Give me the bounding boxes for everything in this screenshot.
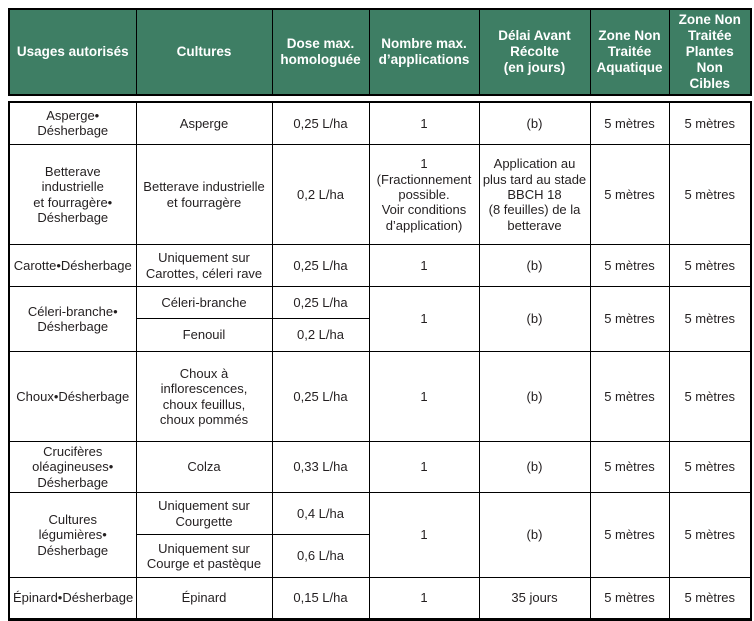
cell-usage: Crucifères oléagineuses• Désherbage — [8, 441, 137, 494]
header-znt-plantes-non-cibles: Zone Non Traitée Plantes Non Cibles — [668, 8, 752, 96]
cell-dose: 0,2 L/ha — [271, 318, 370, 353]
cell-dar: (b) — [478, 492, 591, 579]
header-znt-aquatique: Zone Non Traitée Aquatique — [589, 8, 670, 96]
cell-usage: Céleri-branche• Désherbage — [8, 286, 137, 353]
cell-znt-plantes: 5 mètres — [668, 286, 752, 353]
table-row-choux: Choux•Désherbage Choux à inflorescences,… — [8, 351, 752, 443]
table-row-asperge: Asperge• Désherbage Asperge 0,25 L/ha 1 … — [8, 101, 752, 146]
cell-culture: Uniquement sur Courgette — [135, 492, 273, 536]
table-row-fenouil: Fenouil 0,2 L/ha — [9, 318, 751, 353]
cell-apps: 1 — [368, 244, 480, 288]
cell-culture: Asperge — [135, 101, 273, 146]
cell-usage: Betterave industrielle et fourragère• Dé… — [8, 144, 137, 246]
cell-dar: (b) — [478, 244, 591, 288]
table-row-betterave: Betterave industrielle et fourragère• Dé… — [8, 144, 752, 246]
cell-culture: Betterave industrielle et fourragère — [135, 144, 273, 246]
cell-znt-plantes: 5 mètres — [668, 144, 752, 246]
cell-dose: 0,25 L/ha — [271, 244, 370, 288]
table-row-cultures-legumieres: Cultures légumières• Désherbage Uniqueme… — [8, 492, 752, 579]
cell-usage: Cultures légumières• Désherbage — [8, 492, 137, 579]
cell-culture: Céleri-branche — [135, 286, 273, 320]
cell-apps: 1 — [368, 492, 480, 579]
cell-dar: (b) — [478, 351, 591, 443]
cell-znt-plantes: 5 mètres — [668, 101, 752, 146]
cell-apps: 1 — [368, 441, 480, 494]
usage-table-header: Usages autorisés Cultures Dose max. homo… — [8, 8, 752, 96]
table-row-cruciferes: Crucifères oléagineuses• Désherbage Colz… — [8, 441, 752, 494]
cell-znt-aquatique: 5 mètres — [589, 351, 670, 443]
cell-apps: 1 — [368, 577, 480, 621]
cell-dose: 0,33 L/ha — [271, 441, 370, 494]
cell-culture: Fenouil — [135, 318, 273, 353]
header-usages-autorises: Usages autorisés — [8, 8, 137, 96]
cell-usage: Carotte•Désherbage — [8, 244, 137, 288]
cell-dar: (b) — [478, 101, 591, 146]
header-row: Usages autorisés Cultures Dose max. homo… — [8, 8, 752, 96]
cell-usage: Choux•Désherbage — [8, 351, 137, 443]
cell-dar: 35 jours — [478, 577, 591, 621]
header-dose-max: Dose max. homologuée — [271, 8, 370, 96]
cell-dose: 0,25 L/ha — [271, 101, 370, 146]
table-row-epinard: Épinard•Désherbage Épinard 0,15 L/ha 1 3… — [8, 577, 752, 621]
cell-usage: Asperge• Désherbage — [8, 101, 137, 146]
cell-znt-aquatique: 5 mètres — [589, 244, 670, 288]
table-row-courge-pasteque: Uniquement sur Courge et pastèque 0,6 L/… — [9, 534, 751, 579]
cell-znt-aquatique: 5 mètres — [589, 144, 670, 246]
header-cultures: Cultures — [135, 8, 273, 96]
cell-dose: 0,6 L/ha — [271, 534, 370, 579]
cell-dar: (b) — [478, 441, 591, 494]
table-row-celeri-branche: Céleri-branche• Désherbage Céleri-branch… — [8, 286, 752, 353]
table-row-carotte: Carotte•Désherbage Uniquement sur Carott… — [8, 244, 752, 288]
cell-culture: Colza — [135, 441, 273, 494]
cell-dar: Application au plus tard au stade BBCH 1… — [478, 144, 591, 246]
cell-dose: 0,2 L/ha — [271, 144, 370, 246]
cell-usage: Épinard•Désherbage — [8, 577, 137, 621]
cell-znt-aquatique: 5 mètres — [589, 286, 670, 353]
cell-apps: 1 — [368, 286, 480, 353]
cell-znt-plantes: 5 mètres — [668, 351, 752, 443]
usage-table-body: Asperge• Désherbage Asperge 0,25 L/ha 1 … — [8, 100, 752, 621]
cell-dose: 0,25 L/ha — [271, 351, 370, 443]
cell-culture: Uniquement sur Courge et pastèque — [135, 534, 273, 579]
cell-znt-aquatique: 5 mètres — [589, 441, 670, 494]
cell-dose: 0,4 L/ha — [271, 492, 370, 536]
cell-dose: 0,25 L/ha — [271, 286, 370, 320]
cell-apps: 1 — [368, 351, 480, 443]
cell-znt-plantes: 5 mètres — [668, 577, 752, 621]
cell-znt-plantes: 5 mètres — [668, 244, 752, 288]
cell-znt-plantes: 5 mètres — [668, 492, 752, 579]
cell-culture: Choux à inflorescences, choux feuillus, … — [135, 351, 273, 443]
cell-apps: 1 (Fractionnement possible. Voir conditi… — [368, 144, 480, 246]
cell-znt-aquatique: 5 mètres — [589, 492, 670, 579]
cell-dose: 0,15 L/ha — [271, 577, 370, 621]
cell-znt-aquatique: 5 mètres — [589, 577, 670, 621]
cell-apps: 1 — [368, 101, 480, 146]
cell-dar: (b) — [478, 286, 591, 353]
cell-znt-plantes: 5 mètres — [668, 441, 752, 494]
header-delai-avant-recolte: Délai Avant Récolte (en jours) — [478, 8, 591, 96]
cell-culture: Uniquement sur Carottes, céleri rave — [135, 244, 273, 288]
cell-culture: Épinard — [135, 577, 273, 621]
header-nombre-max-applications: Nombre max. d’applications — [368, 8, 480, 96]
cell-znt-aquatique: 5 mètres — [589, 101, 670, 146]
